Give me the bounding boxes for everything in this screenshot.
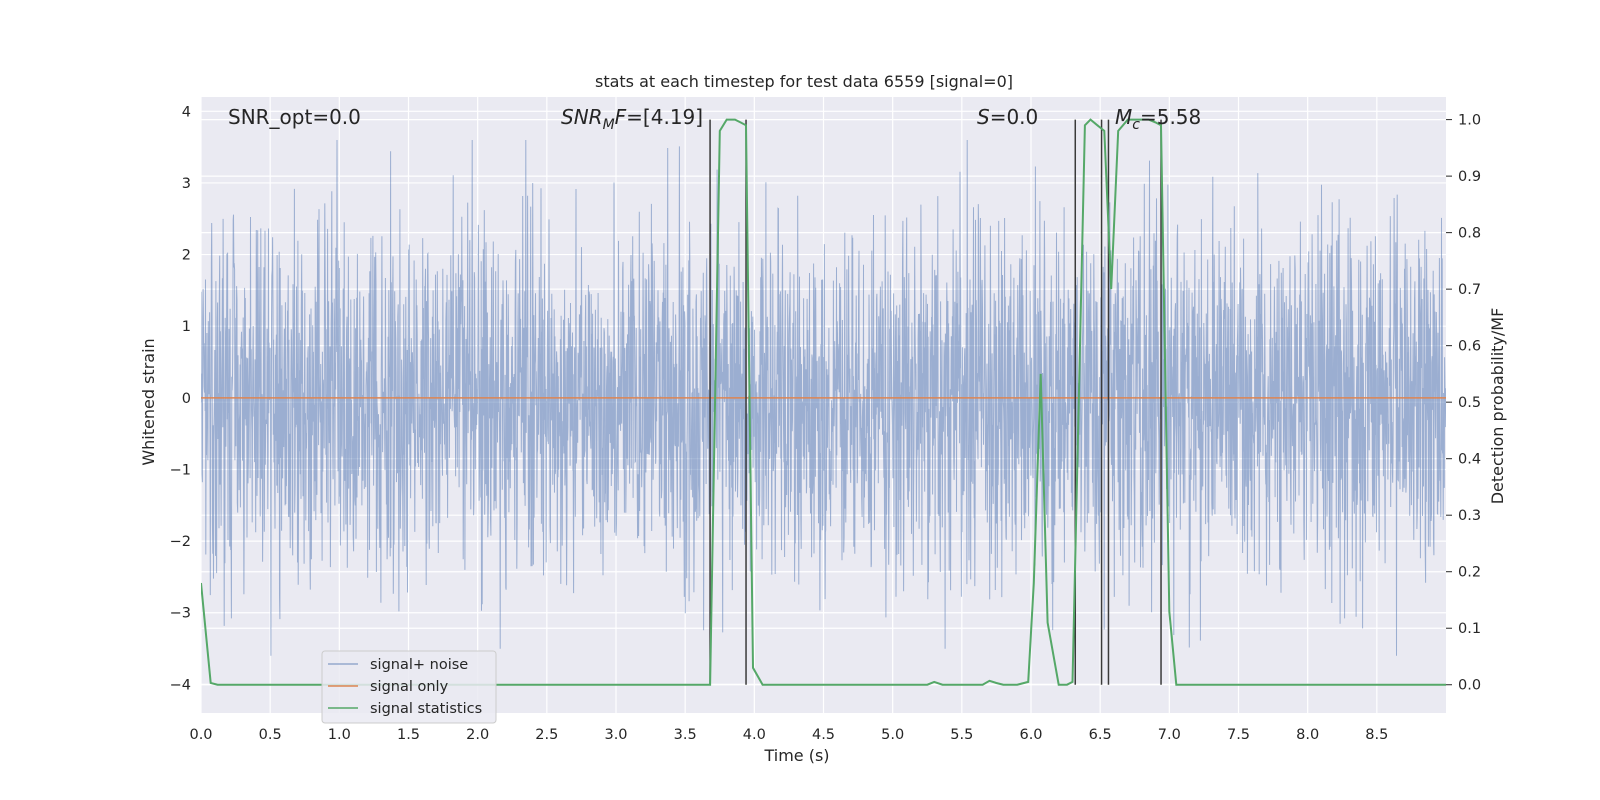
y-tick-label: −1 (170, 462, 191, 478)
legend-label-signal-noise: signal+ noise (370, 657, 468, 673)
x-tick-label: 4.0 (743, 727, 766, 743)
x-tick-label: 8.0 (1296, 727, 1319, 743)
y-tick-label: −4 (170, 677, 191, 693)
y-right-tick-label: 1.0 (1458, 113, 1481, 129)
x-tick-label: 1.5 (397, 727, 420, 743)
annotation-mc-symbol: M (1115, 105, 1132, 129)
y-tick-label: 1 (182, 319, 191, 335)
x-tick-label: 3.5 (674, 727, 697, 743)
y-axis-right-label: Detection probability/MF (1488, 308, 1507, 505)
x-tick-label: 5.5 (950, 727, 973, 743)
x-tick-label: 8.5 (1365, 727, 1388, 743)
x-tick-label: 3.0 (604, 727, 627, 743)
legend-box (321, 650, 497, 724)
annotation-mc-subscript: c (1132, 117, 1140, 133)
y-right-tick-label: 0.2 (1458, 565, 1481, 581)
legend: signal+ noise signal only signal statist… (321, 650, 497, 724)
legend-label-signal-only: signal only (370, 679, 449, 695)
annotation-mc-value: =5.58 (1140, 105, 1201, 129)
x-tick-label: 2.5 (535, 727, 558, 743)
x-tick-label: 7.0 (1158, 727, 1181, 743)
y-right-tick-label: 0.9 (1458, 169, 1481, 185)
annotation-snr-opt: SNR_opt=0.0 (228, 105, 361, 129)
x-tick-label: 0.5 (259, 727, 282, 743)
y-axis-label: Whitened strain (139, 338, 158, 465)
y-right-tick-label: 0.4 (1458, 452, 1481, 468)
annotation-mc: Mc=5.58 (1115, 105, 1201, 133)
x-tick-label: 1.0 (328, 727, 351, 743)
annotation-snr-mf: SNRMF=[4.19] (561, 105, 703, 133)
x-axis-label: Time (s) (763, 746, 829, 765)
chart-title: stats at each timestep for test data 655… (595, 72, 1013, 91)
annotation-s: S=0.0 (977, 105, 1038, 129)
y-right-tick-label: 0.8 (1458, 226, 1481, 242)
y-right-tick-label: 0.0 (1458, 678, 1481, 694)
annotation-snr-mf-symbol: SNR (561, 105, 603, 129)
x-tick-label: 7.5 (1227, 727, 1250, 743)
y-tick-label: 0 (182, 391, 191, 407)
annotation-snr-mf-symbol-2: F (615, 105, 627, 129)
y-right-tick-label: 0.3 (1458, 508, 1481, 524)
x-tick-label: 5.0 (881, 727, 904, 743)
annotation-snr-mf-value: =[4.19] (626, 105, 703, 129)
plot-series-group (201, 118, 1446, 686)
x-tick-label: 0.0 (189, 727, 212, 743)
y-tick-label: −2 (170, 534, 191, 550)
y-right-tick-label: 0.1 (1458, 621, 1481, 637)
x-tick-label: 4.5 (812, 727, 835, 743)
y-right-tick-label: 0.6 (1458, 339, 1481, 355)
y-tick-label: 4 (182, 104, 191, 120)
y-right-tick-label: 0.7 (1458, 282, 1481, 298)
x-tick-label: 2.0 (466, 727, 489, 743)
annotation-s-symbol: S (977, 105, 990, 129)
y-tick-label: 2 (182, 248, 191, 264)
plot-area: 0.0 0.5 1.0 1.5 2.0 2.5 3.0 3.5 4.0 4.5 5.0 5.5 6.0 6… (170, 97, 1481, 743)
series-signal-noise-line (201, 139, 1446, 656)
y-right-tick-label: 0.5 (1458, 395, 1481, 411)
legend-label-signal-statistics: signal statistics (370, 701, 482, 717)
y-tick-label: −3 (170, 606, 191, 622)
x-tick-label: 6.0 (1019, 727, 1042, 743)
x-tick-label: 6.5 (1089, 727, 1112, 743)
annotation-s-value: =0.0 (990, 105, 1039, 129)
y-tick-label: 3 (182, 176, 191, 192)
series-signal-statistics-line (201, 118, 1446, 686)
annotation-snr-mf-subscript: M (603, 117, 615, 133)
